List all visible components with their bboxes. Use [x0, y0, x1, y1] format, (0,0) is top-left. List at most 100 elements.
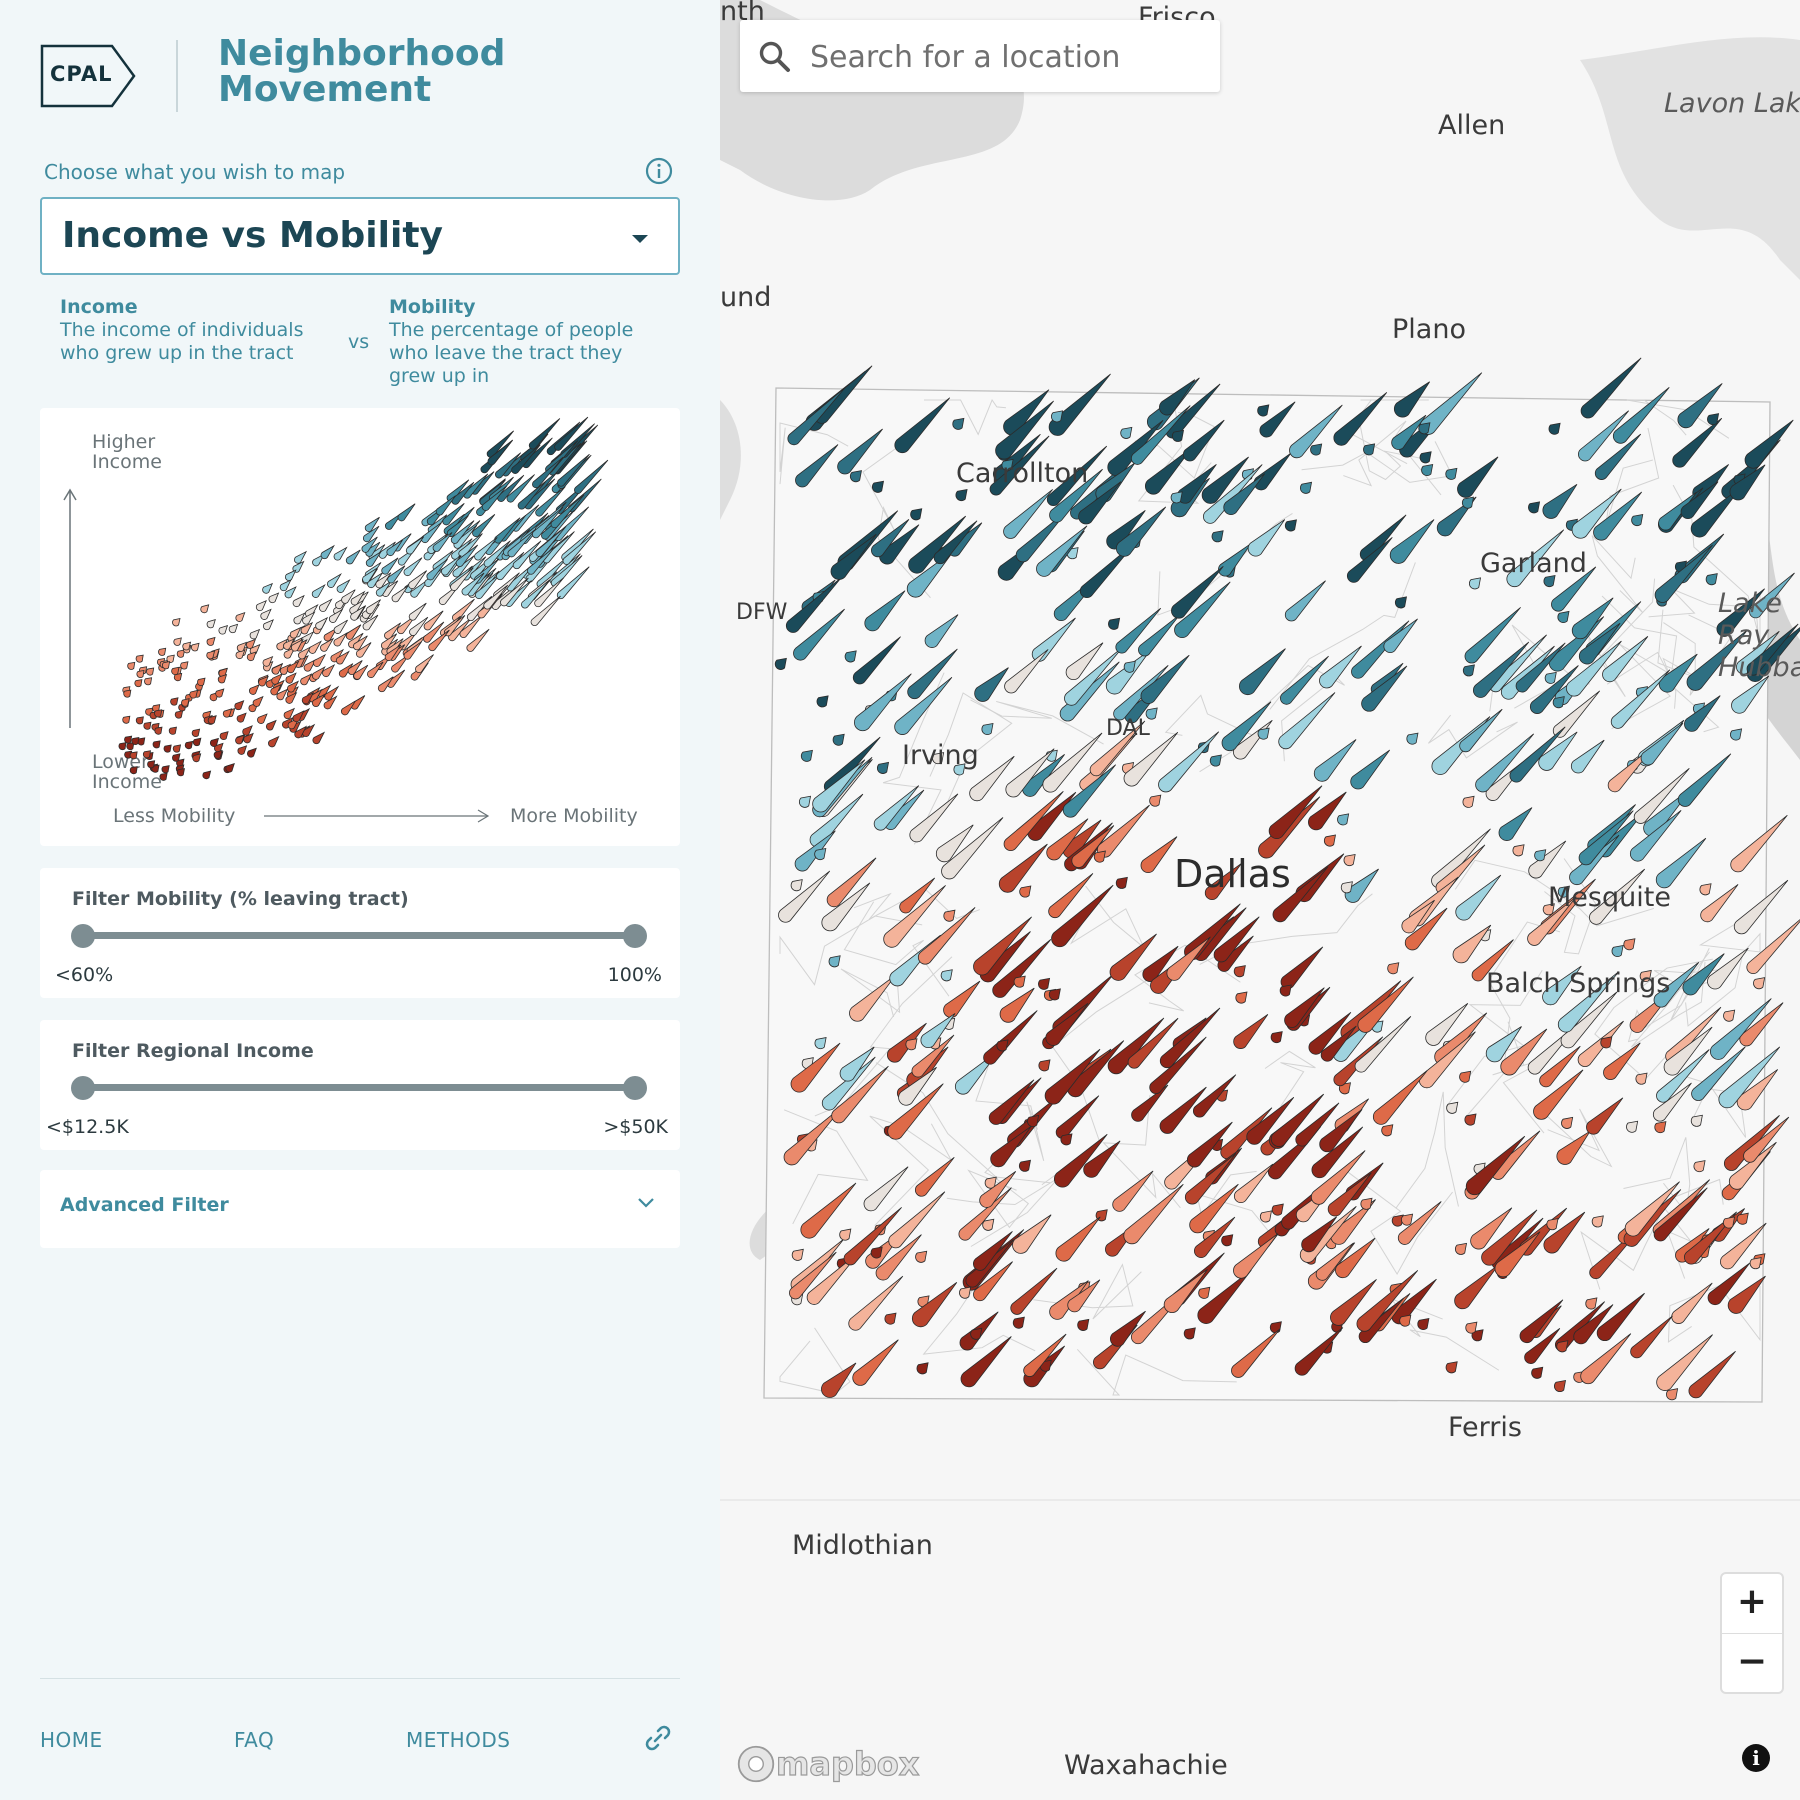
map-tract-marker — [1112, 1170, 1154, 1212]
legend-marker — [276, 638, 289, 651]
legend-marker — [143, 721, 152, 730]
legend-marker — [154, 709, 163, 718]
map-tract-marker — [911, 1034, 955, 1078]
map-canvas[interactable]: nth Frisco Lavon Lake Allen und Plano Ca… — [720, 0, 1800, 1800]
legend-marker — [472, 514, 496, 538]
legend-marker — [118, 742, 127, 751]
map-tract-marker — [1709, 998, 1772, 1060]
legend-marker — [154, 726, 163, 735]
mapbox-logo-text[interactable]: mapbox — [775, 1744, 920, 1783]
search-input[interactable] — [808, 34, 1202, 80]
nav-home[interactable]: HOME — [40, 1728, 103, 1752]
map-tract-marker — [1723, 1009, 1736, 1022]
legend-marker — [535, 525, 567, 557]
legend-marker — [328, 608, 344, 623]
map-tract-marker — [1123, 1183, 1184, 1245]
map-tract-marker — [1677, 753, 1732, 807]
income-slider-track[interactable] — [83, 1084, 635, 1091]
mobility-slider-max-handle[interactable] — [623, 924, 647, 948]
cpal-logo[interactable] — [40, 44, 136, 108]
legend-marker — [222, 708, 233, 718]
map-tract-marker — [1027, 1114, 1040, 1128]
map-tract-marker — [979, 1171, 1017, 1208]
legend-marker — [163, 744, 172, 753]
map-tract-marker — [1635, 1072, 1648, 1085]
nav-faq[interactable]: FAQ — [234, 1728, 275, 1752]
footer-divider — [40, 1678, 680, 1679]
legend-marker — [500, 577, 529, 607]
map-tract-marker — [1736, 1212, 1749, 1225]
income-slider-min-handle[interactable] — [71, 1076, 95, 1100]
map-tract-marker — [1012, 1214, 1052, 1254]
map-tract-marker — [790, 1042, 841, 1093]
map-tract-marker — [1682, 953, 1725, 996]
map-tract-marker — [1363, 443, 1376, 456]
place-label: Allen — [1438, 110, 1506, 141]
map-tract-marker — [830, 533, 877, 580]
map-tract-marker — [1727, 1275, 1766, 1314]
map-tract-marker — [1578, 622, 1621, 665]
mobility-slider-min-handle[interactable] — [71, 924, 95, 948]
map-tract-marker — [1013, 975, 1026, 988]
map-tract-marker — [1123, 731, 1179, 787]
legend-marker — [350, 606, 365, 621]
nav-methods[interactable]: METHODS — [406, 1728, 511, 1752]
map-tract-marker — [814, 365, 873, 424]
legend-marker — [362, 525, 380, 543]
legend-marker — [285, 691, 298, 704]
map-tract-marker — [1680, 481, 1719, 519]
map-variable-select[interactable]: Income vs Mobility — [40, 197, 680, 275]
legend-marker — [528, 418, 561, 450]
legend-marker — [333, 619, 348, 634]
map-tract-marker — [1284, 580, 1326, 622]
map-tract-marker — [791, 1248, 804, 1261]
link-icon[interactable] — [642, 1722, 674, 1754]
legend-marker — [302, 611, 316, 625]
map-tract-marker — [1051, 410, 1064, 423]
legend-marker — [408, 570, 428, 590]
legend-marker — [290, 638, 304, 652]
map-tract-marker — [1038, 1059, 1051, 1072]
zoom-out-button[interactable]: − — [1736, 1641, 1768, 1682]
map-tract-marker — [894, 397, 951, 454]
legend-marker — [124, 735, 133, 744]
map-tract-marker — [1560, 991, 1618, 1049]
legend-marker — [312, 731, 326, 745]
map-tract-marker — [1158, 731, 1220, 793]
legend-marker — [557, 453, 590, 487]
map-tract-marker — [1731, 675, 1770, 714]
mobility-slider-track[interactable] — [83, 932, 635, 939]
map-tract-marker — [814, 1037, 827, 1050]
income-slider-max-handle[interactable] — [623, 1076, 647, 1100]
legend-marker — [333, 632, 348, 647]
map-tract-marker — [839, 1046, 875, 1082]
legend-marker — [268, 592, 280, 604]
attribution-button[interactable]: i — [1742, 1744, 1770, 1772]
map-markers — [774, 357, 1800, 1401]
map-tract-marker — [1421, 463, 1434, 476]
legend-marker — [129, 751, 138, 760]
map-tract-marker — [1401, 1213, 1414, 1226]
legend-marker — [135, 654, 144, 663]
legend-marker — [147, 760, 156, 769]
map-tract-marker — [1580, 1333, 1632, 1385]
map-tract-marker — [1315, 1242, 1354, 1281]
info-icon[interactable] — [645, 157, 673, 185]
legend-marker — [279, 579, 292, 592]
legend-marker — [311, 693, 326, 708]
map-tract-marker — [875, 1234, 922, 1281]
selector-prompt: Choose what you wish to map — [44, 160, 346, 184]
legend-marker — [190, 642, 200, 652]
advanced-filter-toggle[interactable]: Advanced Filter — [40, 1170, 680, 1248]
map-tract-marker — [1049, 1280, 1089, 1320]
legend-marker — [300, 673, 313, 686]
legend-marker — [311, 584, 326, 598]
legend-marker — [375, 572, 392, 589]
map-tract-marker — [1404, 907, 1448, 951]
place-label: DAL — [1106, 716, 1150, 741]
zoom-in-button[interactable]: + — [1736, 1581, 1768, 1622]
place-label: Waxahachie — [1064, 1750, 1228, 1781]
map-tract-marker — [873, 785, 920, 831]
map-tract-marker — [821, 1056, 876, 1111]
map-tract-marker — [1048, 873, 1094, 919]
